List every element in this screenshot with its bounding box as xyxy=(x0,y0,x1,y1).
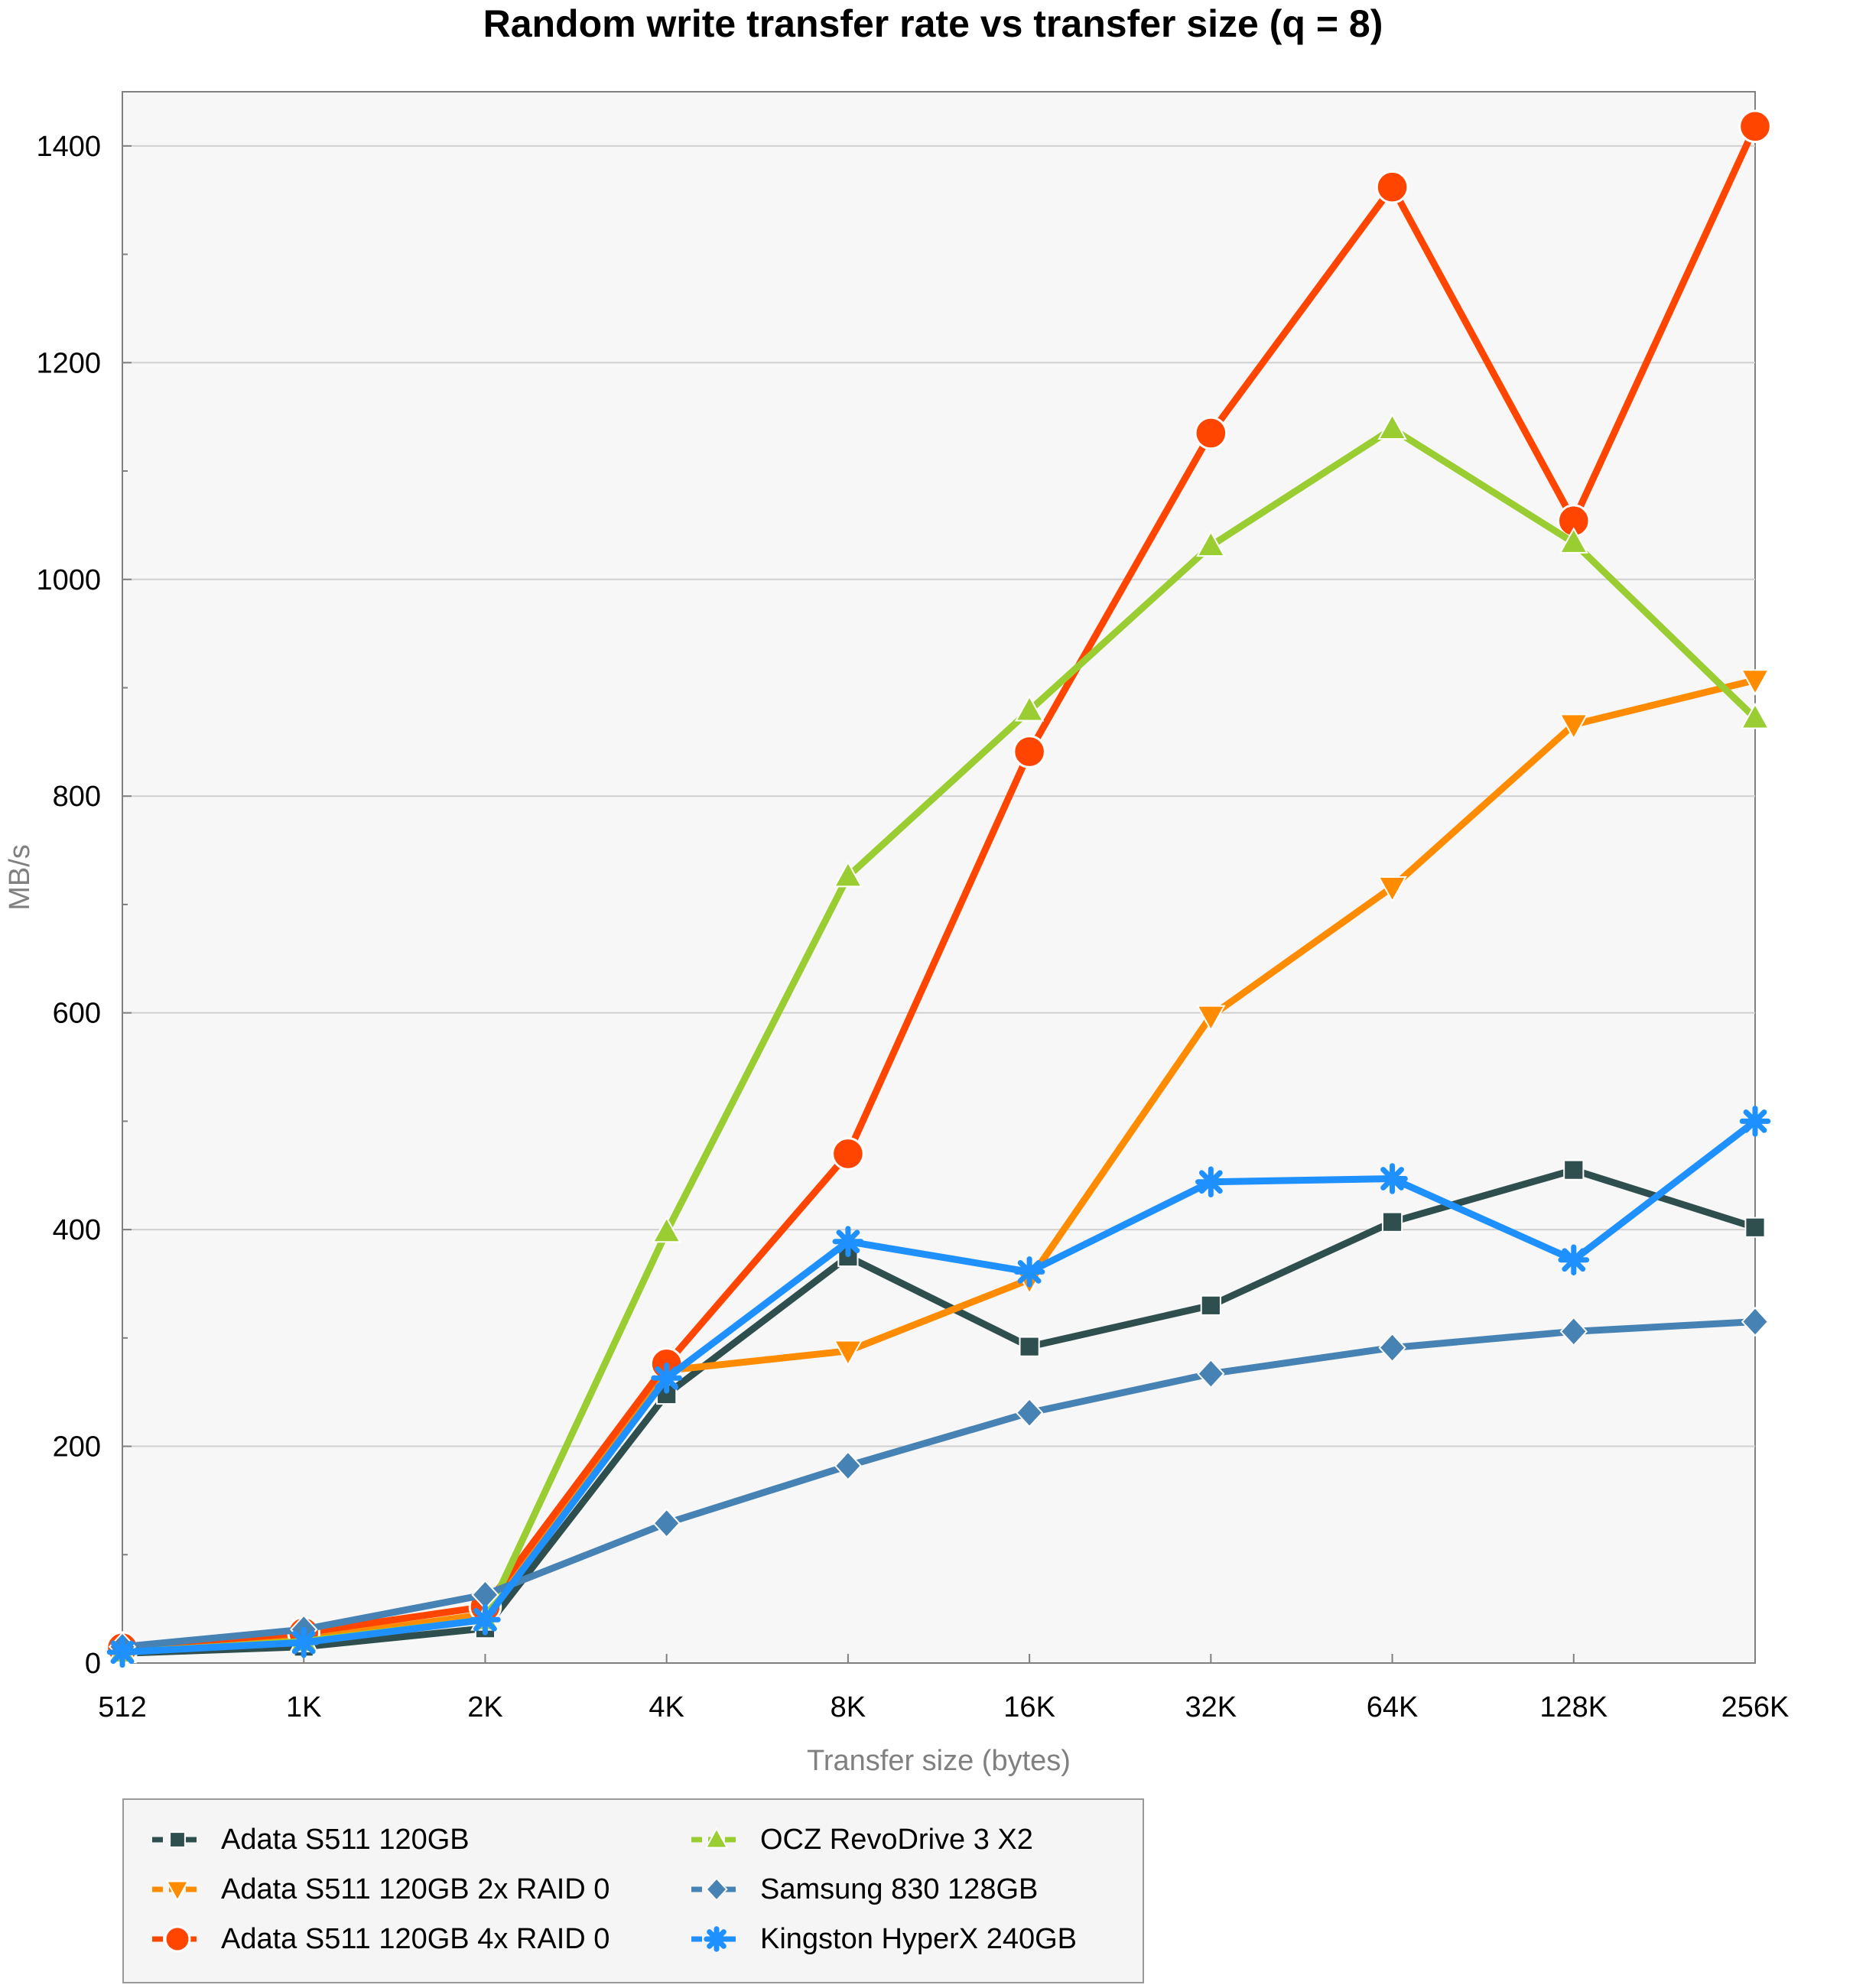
legend-marker xyxy=(704,1827,729,1849)
x-tick-label: 2K xyxy=(467,1691,502,1723)
y-tick-label: 1400 xyxy=(36,131,101,163)
y-axis-title: MB/s xyxy=(4,844,36,911)
data-point xyxy=(1019,1336,1040,1357)
series-line xyxy=(119,677,1759,1654)
legend-label: Samsung 830 128GB xyxy=(760,1873,1039,1905)
x-tick-label: 256K xyxy=(1721,1691,1790,1723)
legend-label: Kingston HyperX 240GB xyxy=(760,1922,1078,1955)
x-tick-label: 128K xyxy=(1539,1691,1608,1723)
legend-label: Adata S511 120GB 4x RAID 0 xyxy=(221,1922,610,1955)
legend-marker xyxy=(704,1926,730,1952)
series-line xyxy=(119,1166,1759,1657)
legend-swatch xyxy=(691,1926,742,1952)
y-tick-label: 400 xyxy=(53,1214,101,1246)
data-point xyxy=(1559,1316,1588,1346)
data-point xyxy=(288,1626,320,1658)
data-point xyxy=(1375,170,1409,204)
data-point xyxy=(470,1604,501,1636)
y-tick-label: 600 xyxy=(53,998,101,1030)
data-point xyxy=(1739,1106,1771,1137)
data-point xyxy=(651,1362,682,1394)
data-point xyxy=(1195,1166,1227,1198)
legend-item: Adata S511 120GB xyxy=(151,1818,470,1861)
data-point xyxy=(1013,1256,1045,1288)
plot-area xyxy=(122,91,1756,1664)
y-tick-label: 1200 xyxy=(36,347,101,379)
data-point xyxy=(1744,1217,1766,1238)
data-point xyxy=(1738,109,1772,144)
legend-item: Adata S511 120GB 4x RAID 0 xyxy=(151,1918,610,1960)
data-point xyxy=(1563,1159,1585,1181)
legend-item: Adata S511 120GB 2x RAID 0 xyxy=(151,1868,610,1911)
data-point xyxy=(1200,1294,1221,1316)
data-point xyxy=(1377,875,1407,903)
data-point xyxy=(1194,416,1228,450)
y-tick-label: 800 xyxy=(53,781,101,813)
y-tick-label: 200 xyxy=(53,1431,101,1463)
data-point xyxy=(1013,735,1046,768)
legend: Adata S511 120GB Adata S511 120GB 2x RAID… xyxy=(122,1798,1144,1983)
x-tick-label: 1K xyxy=(286,1691,321,1723)
data-point xyxy=(652,1508,681,1538)
legend-marker xyxy=(164,1925,191,1953)
y-axis: 0 200 400 600 800 1000 1200 1400 xyxy=(36,131,132,1680)
legend-swatch xyxy=(152,1880,203,1902)
series-lines xyxy=(106,109,1772,1668)
data-point xyxy=(1377,1163,1408,1194)
series-5 xyxy=(106,1106,1771,1668)
x-tick-label: 32K xyxy=(1185,1691,1237,1723)
x-tick-label: 512 xyxy=(98,1691,146,1723)
series-line xyxy=(119,122,1759,1652)
data-point xyxy=(1740,702,1770,729)
data-point xyxy=(832,1226,864,1257)
legend-item: Samsung 830 128GB xyxy=(690,1868,1038,1911)
data-point xyxy=(834,1450,863,1481)
x-axis-title: Transfer size (bytes) xyxy=(807,1745,1071,1777)
data-point xyxy=(1196,1005,1226,1032)
data-point xyxy=(106,1636,138,1668)
data-point xyxy=(1014,694,1045,722)
data-point xyxy=(833,1340,863,1367)
data-point xyxy=(652,1216,681,1243)
data-point xyxy=(1196,530,1226,557)
legend-swatch xyxy=(691,1877,742,1902)
x-tick-label: 8K xyxy=(831,1691,866,1723)
legend-swatch xyxy=(691,1827,742,1849)
chart-title: Random write transfer rate vs transfer s… xyxy=(483,2,1383,45)
series-line xyxy=(119,1117,1759,1656)
data-point xyxy=(1377,413,1407,440)
data-point xyxy=(1015,1397,1044,1428)
data-point xyxy=(1197,1358,1225,1389)
data-point xyxy=(1378,1332,1406,1363)
legend-marker xyxy=(705,1877,728,1902)
gridlines xyxy=(122,145,1755,1447)
x-tick-label: 64K xyxy=(1367,1691,1419,1723)
legend-item: OCZ RevoDrive 3 X2 xyxy=(690,1818,1033,1861)
data-point xyxy=(833,860,863,888)
legend-marker xyxy=(165,1880,190,1902)
y-tick-label: 1000 xyxy=(36,564,101,596)
legend-marker xyxy=(169,1831,186,1848)
data-point xyxy=(1741,1306,1770,1337)
data-point xyxy=(1559,527,1588,554)
y-tick-label: 0 xyxy=(85,1648,101,1680)
legend-label: Adata S511 120GB xyxy=(221,1823,470,1856)
x-tick-label: 16K xyxy=(1003,1691,1055,1723)
legend-item: Kingston HyperX 240GB xyxy=(690,1918,1077,1960)
series-line xyxy=(119,1318,1759,1651)
data-point xyxy=(831,1137,865,1171)
data-point xyxy=(1559,713,1588,740)
legend-swatch xyxy=(152,1831,203,1848)
x-tick-label: 4K xyxy=(649,1691,684,1723)
x-axis: 512 1K 2K 4K 8K 16K 32K 64K 128K 256K xyxy=(98,1654,1789,1723)
data-point xyxy=(1381,1211,1403,1233)
data-point xyxy=(1740,669,1770,696)
legend-label: Adata S511 120GB 2x RAID 0 xyxy=(221,1873,610,1905)
legend-label: OCZ RevoDrive 3 X2 xyxy=(760,1823,1033,1856)
legend-swatch xyxy=(152,1925,203,1953)
data-point xyxy=(1558,1244,1590,1276)
